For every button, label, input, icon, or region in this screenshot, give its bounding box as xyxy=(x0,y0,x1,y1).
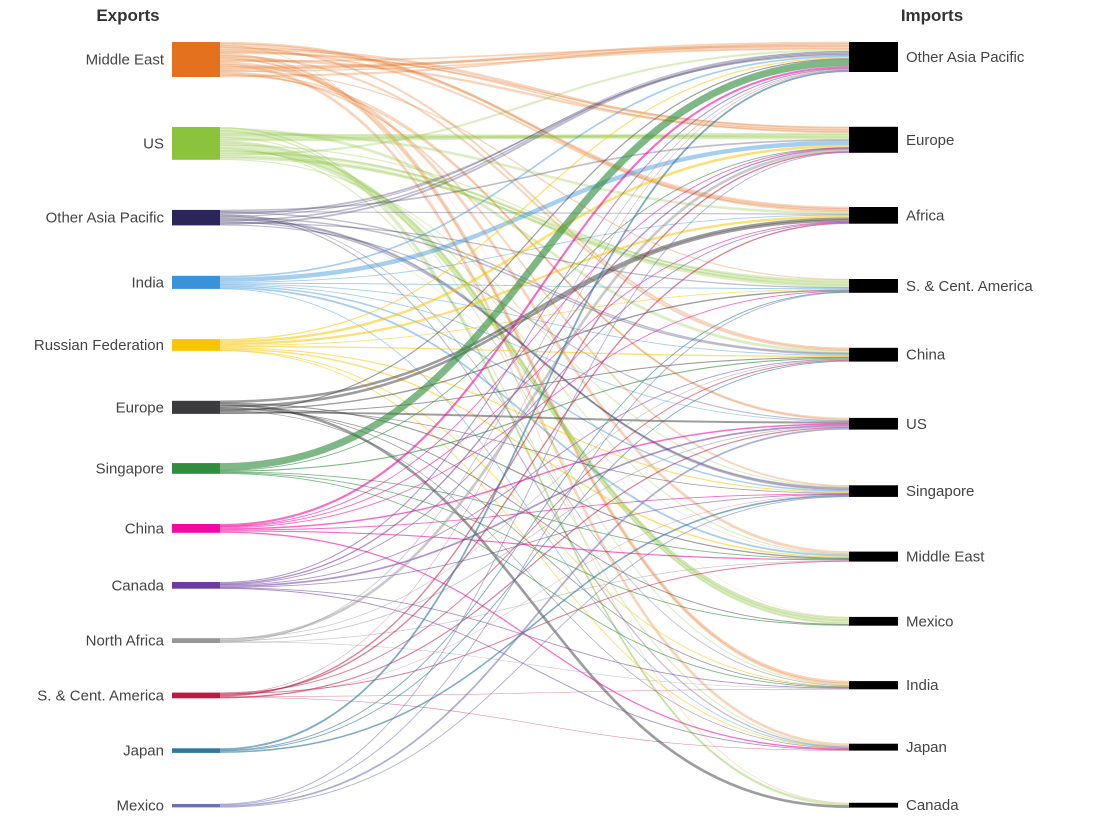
svg-text:India: India xyxy=(906,677,939,694)
svg-text:China: China xyxy=(125,520,165,537)
svg-text:Singapore: Singapore xyxy=(906,483,974,500)
svg-text:Middle East: Middle East xyxy=(906,549,985,566)
svg-text:Russian Federation: Russian Federation xyxy=(34,337,164,354)
svg-text:Mexico: Mexico xyxy=(116,798,164,815)
svg-text:Singapore: Singapore xyxy=(96,460,164,477)
svg-text:India: India xyxy=(131,274,164,291)
svg-text:US: US xyxy=(906,416,927,433)
svg-text:Europe: Europe xyxy=(116,399,164,416)
svg-text:Canada: Canada xyxy=(906,797,959,814)
svg-text:S. & Cent. America: S. & Cent. America xyxy=(37,687,164,704)
svg-text:US: US xyxy=(143,135,164,152)
svg-text:China: China xyxy=(906,347,946,364)
svg-text:Canada: Canada xyxy=(111,577,164,594)
svg-text:Japan: Japan xyxy=(123,743,164,760)
svg-text:Mexico: Mexico xyxy=(906,613,954,630)
svg-text:Africa: Africa xyxy=(906,207,945,224)
svg-text:S. & Cent. America: S. & Cent. America xyxy=(906,278,1033,295)
svg-text:Other Asia Pacific: Other Asia Pacific xyxy=(906,49,1025,66)
svg-text:Exports: Exports xyxy=(96,6,159,25)
svg-text:Imports: Imports xyxy=(901,6,963,25)
svg-text:Japan: Japan xyxy=(906,739,947,756)
svg-text:Europe: Europe xyxy=(906,132,954,149)
svg-text:North Africa: North Africa xyxy=(86,633,165,650)
svg-text:Middle East: Middle East xyxy=(86,52,165,69)
svg-text:Other Asia Pacific: Other Asia Pacific xyxy=(46,210,165,227)
